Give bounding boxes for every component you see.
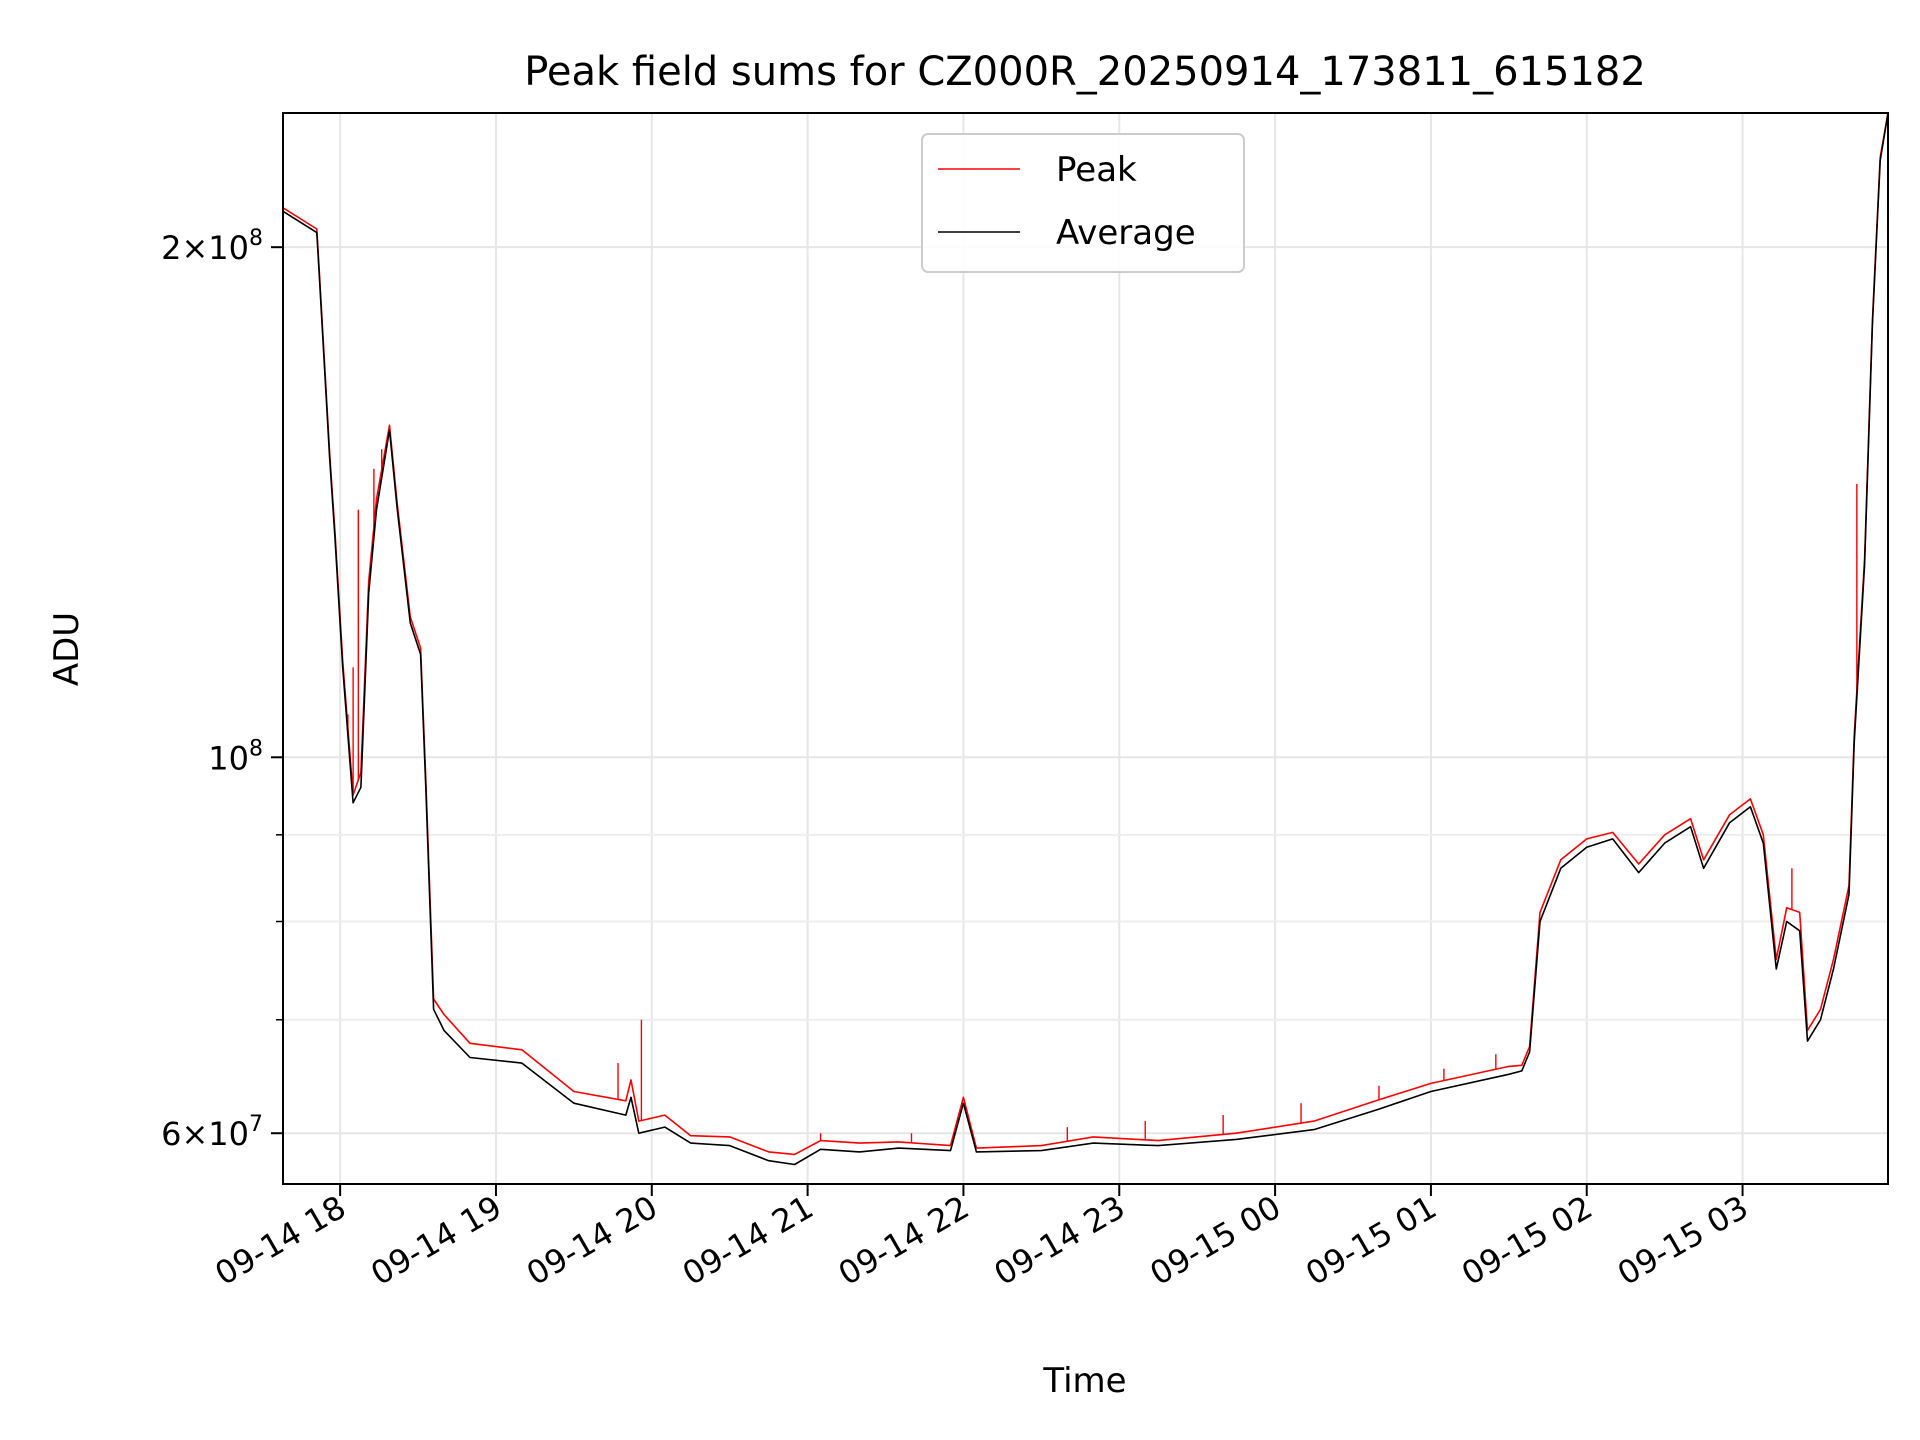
grid-lines	[283, 113, 1888, 1184]
y-axis-label: ADU	[47, 612, 87, 686]
x-axis-label: Time	[1042, 1361, 1126, 1401]
y-tick-label: 6×107	[161, 1112, 263, 1153]
y-tick-label: 108	[208, 736, 263, 777]
series-line-average	[282, 112, 1889, 1166]
plot-frame	[282, 112, 1889, 1185]
legend-label-peak: Peak	[1056, 150, 1137, 190]
y-axis-ticks: 6×107 108 2×108	[161, 226, 283, 1153]
legend: Peak Average	[921, 133, 1245, 273]
chart-title: Peak field sums for CZ000R_20250914_1738…	[524, 49, 1646, 95]
y-tick-label: 2×108	[161, 226, 263, 267]
plot-series	[282, 112, 1889, 1166]
legend-label-average: Average	[1056, 213, 1196, 253]
